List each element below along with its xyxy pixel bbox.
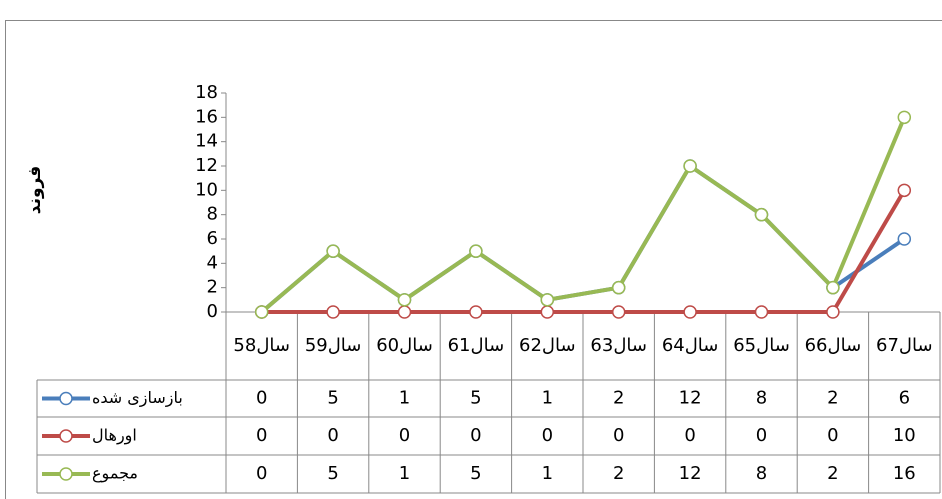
table-value: 0: [256, 463, 267, 484]
point-marker: [611, 305, 626, 319]
point-marker: [254, 305, 269, 319]
y-axis-label: فروند: [25, 166, 45, 214]
y-tick-label: 0: [207, 301, 218, 322]
y-tick-label: 16: [195, 106, 218, 127]
y-tick-label: 4: [207, 252, 218, 273]
point-marker: [540, 293, 555, 307]
series-line: [261, 189, 907, 314]
table-value: 0: [470, 425, 481, 446]
table-value: 0: [327, 425, 338, 446]
table-value: 1: [542, 463, 553, 484]
table-value: 0: [684, 425, 695, 446]
x-tick-label: سال61: [448, 335, 505, 356]
table-value: 10: [893, 425, 916, 446]
table-value: 2: [827, 388, 838, 409]
point-marker: [897, 232, 912, 246]
y-tick-label: 8: [207, 204, 218, 225]
point-marker: [540, 305, 555, 319]
chart-border: [5, 20, 942, 499]
legend-marker: [59, 391, 73, 406]
point-marker: [754, 305, 769, 319]
x-tick-label: سال60: [376, 335, 433, 356]
table-value: 0: [542, 425, 553, 446]
y-tick-label: 6: [207, 228, 218, 249]
table-value: 0: [827, 425, 838, 446]
table-value: 0: [256, 388, 267, 409]
table-value: 2: [613, 463, 624, 484]
x-tick-label: سال66: [805, 335, 862, 356]
table-value: 12: [679, 388, 702, 409]
table-value: 8: [756, 463, 767, 484]
table-value: 12: [679, 463, 702, 484]
point-marker: [611, 280, 626, 295]
point-marker: [397, 305, 412, 319]
point-marker: [469, 244, 483, 258]
point-marker: [326, 244, 340, 258]
y-tick-label: 2: [207, 277, 218, 298]
table-value: 2: [613, 388, 624, 409]
point-marker: [683, 305, 697, 319]
x-tick-label: سال64: [662, 335, 719, 356]
table-value: 5: [470, 388, 481, 409]
y-tick-label: 14: [195, 131, 218, 152]
table-value: 6: [899, 388, 910, 409]
x-tick-label: سال58: [233, 335, 290, 356]
y-tick-label: 10: [195, 179, 218, 200]
point-marker: [683, 159, 697, 173]
table-value: 0: [613, 425, 624, 446]
table-value: 1: [542, 388, 553, 409]
y-tick-label: 12: [195, 155, 218, 176]
x-tick-label: سال62: [519, 335, 576, 356]
x-tick-label: سال65: [733, 335, 790, 356]
table-value: 2: [827, 463, 838, 484]
point-marker: [826, 280, 840, 295]
table-value: 8: [756, 388, 767, 409]
legend-label: مجموع: [92, 464, 138, 484]
point-marker: [326, 305, 340, 319]
x-tick-label: سال67: [876, 335, 933, 356]
legend-marker: [59, 467, 73, 481]
table-value: 0: [256, 425, 267, 446]
point-marker: [754, 207, 769, 222]
point-marker: [897, 183, 912, 198]
point-marker: [897, 110, 912, 125]
legend-label: اورهال: [92, 426, 137, 446]
table-value: 5: [327, 388, 338, 409]
y-tick-label: 18: [195, 82, 218, 103]
legend-label: بازسازی شده: [92, 388, 183, 408]
table-value: 5: [470, 463, 481, 484]
table-value: 5: [327, 463, 338, 484]
point-marker: [397, 293, 412, 307]
point-marker: [826, 305, 840, 319]
point-marker: [469, 305, 483, 319]
table-value: 1: [399, 463, 410, 484]
x-tick-label: سال63: [590, 335, 647, 356]
table-value: 1: [399, 388, 410, 409]
table-value: 16: [893, 463, 916, 484]
legend-marker: [59, 429, 73, 443]
x-tick-label: سال59: [305, 335, 362, 356]
table-value: 0: [756, 425, 767, 446]
table-value: 0: [399, 425, 410, 446]
series-line: [260, 116, 907, 314]
